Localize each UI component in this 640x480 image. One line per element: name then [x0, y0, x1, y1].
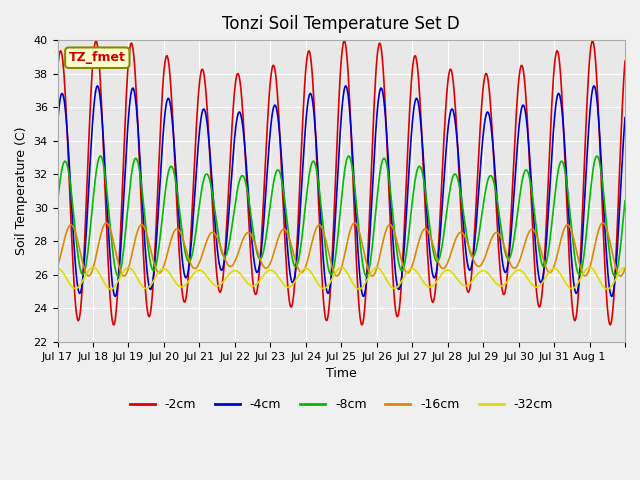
-16cm: [617, 273, 625, 279]
-16cm: [599, 220, 607, 226]
-2cm: [275, 112, 283, 118]
-32cm: [433, 279, 440, 285]
-32cm: [621, 264, 629, 270]
-8cm: [401, 261, 408, 267]
Line: -4cm: -4cm: [58, 86, 625, 297]
Legend: -2cm, -4cm, -8cm, -16cm, -32cm: -2cm, -4cm, -8cm, -16cm, -32cm: [125, 394, 558, 417]
-4cm: [121, 173, 129, 179]
-16cm: [274, 236, 282, 242]
-2cm: [225, 175, 233, 181]
-16cm: [432, 251, 440, 257]
Line: -2cm: -2cm: [58, 41, 625, 325]
-2cm: [401, 220, 408, 226]
-8cm: [121, 235, 129, 241]
-32cm: [275, 275, 283, 280]
-4cm: [253, 270, 261, 276]
Title: Tonzi Soil Temperature Set D: Tonzi Soil Temperature Set D: [222, 15, 460, 33]
-16cm: [621, 265, 629, 271]
-16cm: [400, 265, 408, 271]
-32cm: [225, 271, 233, 277]
-8cm: [54, 200, 61, 205]
-32cm: [121, 267, 129, 273]
-8cm: [225, 240, 233, 246]
-4cm: [54, 120, 61, 126]
Line: -8cm: -8cm: [58, 156, 625, 276]
Y-axis label: Soil Temperature (C): Soil Temperature (C): [15, 127, 28, 255]
-32cm: [604, 286, 611, 292]
-4cm: [225, 205, 233, 211]
-32cm: [54, 265, 61, 271]
-2cm: [121, 124, 129, 130]
-2cm: [92, 38, 100, 44]
-4cm: [275, 122, 283, 128]
Line: -16cm: -16cm: [58, 223, 625, 276]
-16cm: [225, 263, 232, 268]
-32cm: [89, 264, 97, 270]
-8cm: [433, 258, 440, 264]
-4cm: [93, 83, 101, 89]
-32cm: [401, 273, 408, 279]
-8cm: [611, 273, 618, 279]
-4cm: [433, 269, 440, 275]
-32cm: [253, 281, 261, 287]
-8cm: [621, 198, 629, 204]
-2cm: [253, 287, 261, 292]
-4cm: [608, 294, 616, 300]
-2cm: [433, 276, 440, 282]
-16cm: [54, 263, 61, 269]
-8cm: [97, 153, 104, 159]
-4cm: [621, 115, 629, 120]
-2cm: [54, 67, 61, 72]
-16cm: [253, 245, 260, 251]
-16cm: [120, 273, 128, 279]
-2cm: [621, 58, 629, 64]
Text: TZ_fmet: TZ_fmet: [69, 51, 125, 64]
X-axis label: Time: Time: [326, 367, 356, 380]
Line: -32cm: -32cm: [58, 267, 625, 289]
-2cm: [606, 322, 614, 328]
-8cm: [253, 251, 261, 257]
-8cm: [275, 168, 283, 173]
-4cm: [401, 240, 408, 246]
